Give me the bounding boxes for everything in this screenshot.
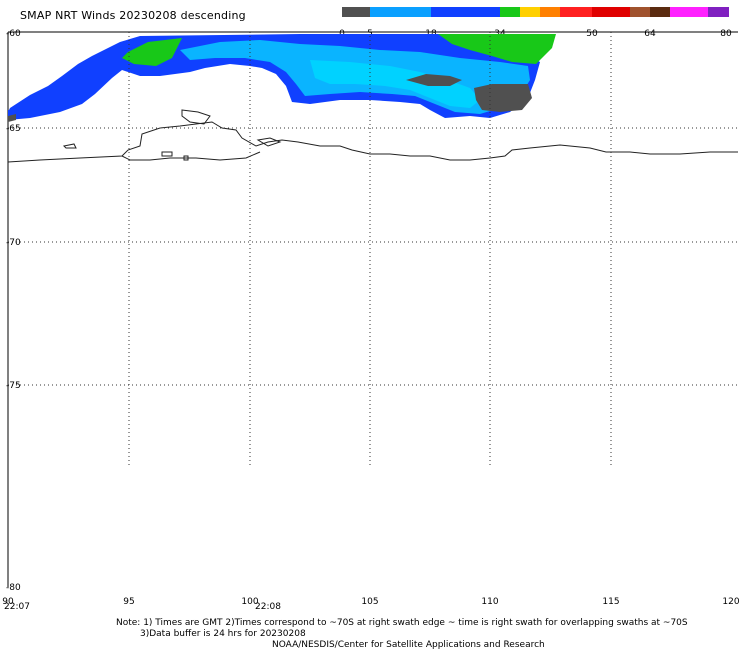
colorbar-label-64: 64 xyxy=(644,29,656,39)
coastline-island-5 xyxy=(183,155,189,161)
time-label-2: 22:08 xyxy=(255,602,281,612)
time-labels: 22:07 22:08 xyxy=(4,602,281,612)
coastline-inlet-1 xyxy=(121,151,261,161)
colorbar-segment xyxy=(670,7,708,17)
colorbar-segment xyxy=(370,7,431,17)
swath-gray-edge-left xyxy=(8,114,16,122)
colorbar-segment xyxy=(592,7,630,17)
lat-label-70: -70 xyxy=(6,238,21,248)
coastline-island-2 xyxy=(256,137,282,147)
colorbar-segment xyxy=(500,7,520,17)
lon-label-110: 110 xyxy=(481,597,498,607)
colorbar-segment xyxy=(540,7,560,17)
colorbar-segment xyxy=(630,7,650,17)
coastline xyxy=(7,109,738,163)
wind-speed-colorbar: 0 5 18 34 50 64 80 xyxy=(339,7,732,39)
time-label-1: 22:07 xyxy=(4,602,30,612)
longitude-labels: 90 95 100 105 110 115 120 xyxy=(2,597,740,607)
swath-green-region-left xyxy=(122,38,182,66)
swath-gray-region-1 xyxy=(406,74,462,86)
latitude-labels: -60 -65 -70 -75 -80 xyxy=(6,29,21,593)
colorbar-segment xyxy=(431,7,500,17)
colorbar-segment xyxy=(342,7,370,17)
swath-green-region-right xyxy=(438,34,556,64)
lat-label-80: -80 xyxy=(6,583,21,593)
coastline-main xyxy=(7,121,738,163)
colorbar-label-50: 50 xyxy=(586,29,598,39)
colorbar-segment xyxy=(650,7,670,17)
colorbar-label-80: 80 xyxy=(720,29,732,39)
note-line-1: Note: 1) Times are GMT 2)Times correspon… xyxy=(116,618,688,628)
lon-label-100: 100 xyxy=(241,597,258,607)
lat-label-75: -75 xyxy=(6,381,21,391)
note-line-3: NOAA/NESDIS/Center for Satellite Applica… xyxy=(272,640,545,650)
lon-label-90: 90 xyxy=(2,597,14,607)
swath-cyan-region xyxy=(310,60,480,108)
coastline-island-3 xyxy=(62,143,77,149)
graticule xyxy=(8,32,738,465)
swath-gray-region-2 xyxy=(474,84,532,112)
lon-label-105: 105 xyxy=(361,597,378,607)
colorbar-gradient xyxy=(342,7,729,17)
lon-label-120: 120 xyxy=(722,597,739,607)
lon-label-95: 95 xyxy=(123,597,134,607)
lon-label-115: 115 xyxy=(602,597,619,607)
wind-swath xyxy=(8,34,556,122)
lat-label-60: -60 xyxy=(6,29,21,39)
map-title: SMAP NRT Winds 20230208 descending xyxy=(20,9,246,22)
coastline-island-4 xyxy=(161,151,173,157)
colorbar-segment xyxy=(560,7,592,17)
note-line-2: 3)Data buffer is 24 hrs for 20230208 xyxy=(140,629,306,639)
coastline-island-1 xyxy=(181,109,211,125)
colorbar-segment xyxy=(520,7,540,17)
lat-label-65: -65 xyxy=(6,124,21,134)
colorbar-segment xyxy=(708,7,729,17)
